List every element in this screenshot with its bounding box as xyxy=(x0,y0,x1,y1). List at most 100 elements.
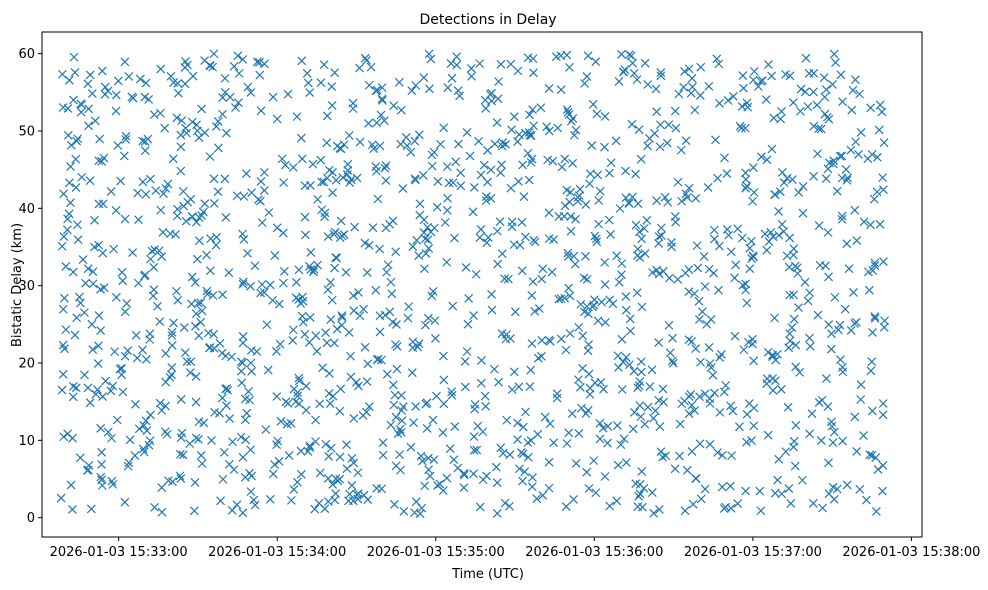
data-point xyxy=(813,310,823,320)
data-point xyxy=(76,99,86,109)
data-point xyxy=(803,296,813,306)
data-point xyxy=(176,433,186,443)
data-point xyxy=(767,71,777,81)
data-point xyxy=(347,453,357,463)
data-point xyxy=(770,376,780,386)
data-point xyxy=(246,445,255,455)
data-point xyxy=(233,51,243,61)
data-point xyxy=(677,399,687,409)
data-point xyxy=(667,356,677,366)
data-point xyxy=(614,363,623,372)
data-point xyxy=(123,461,133,471)
x-axis: 2026-01-03 15:33:00 2026-01-03 15:34:00 20… xyxy=(50,537,980,560)
data-point xyxy=(595,434,605,444)
data-point xyxy=(328,479,338,489)
data-point xyxy=(196,450,206,460)
data-point xyxy=(376,355,386,365)
data-point xyxy=(529,68,538,78)
data-point xyxy=(513,435,522,444)
data-point xyxy=(690,406,699,415)
data-point xyxy=(528,473,537,482)
data-point xyxy=(719,504,729,514)
data-point xyxy=(571,458,581,468)
data-point xyxy=(247,366,257,376)
data-point xyxy=(497,160,507,170)
data-point xyxy=(600,280,610,289)
data-point xyxy=(523,148,533,158)
data-point xyxy=(639,223,649,233)
data-point xyxy=(798,208,808,218)
data-point xyxy=(197,306,207,316)
data-point xyxy=(418,456,427,466)
data-point xyxy=(715,407,725,417)
data-point xyxy=(71,183,81,193)
data-point xyxy=(210,407,220,417)
data-point xyxy=(784,484,794,493)
data-point xyxy=(675,419,685,429)
data-point xyxy=(418,170,428,180)
data-point xyxy=(867,357,877,367)
data-point xyxy=(140,146,150,156)
data-point xyxy=(777,168,787,177)
data-point xyxy=(856,380,866,390)
data-point xyxy=(574,322,584,332)
data-point xyxy=(85,176,95,186)
data-point xyxy=(777,107,786,116)
data-point xyxy=(272,223,282,233)
data-point xyxy=(411,402,421,411)
data-point xyxy=(373,354,383,364)
data-point xyxy=(475,233,485,243)
data-point xyxy=(233,98,243,108)
data-point xyxy=(596,377,606,387)
data-point xyxy=(149,285,159,295)
data-point xyxy=(300,212,310,222)
data-point xyxy=(344,496,353,506)
data-point xyxy=(57,69,67,79)
data-point xyxy=(124,72,134,81)
data-point xyxy=(684,409,694,419)
data-point xyxy=(207,435,216,445)
data-point xyxy=(565,329,575,338)
data-point xyxy=(797,475,807,485)
data-point xyxy=(167,331,177,340)
data-point xyxy=(475,59,485,69)
data-point xyxy=(851,137,861,147)
data-point xyxy=(784,343,794,353)
data-point xyxy=(476,378,486,388)
data-point xyxy=(594,196,604,205)
data-point xyxy=(794,303,803,312)
data-point xyxy=(93,359,103,369)
data-point xyxy=(695,90,705,100)
data-point xyxy=(770,190,779,199)
data-point xyxy=(733,224,743,234)
data-point xyxy=(419,264,429,274)
data-point xyxy=(79,308,89,318)
data-point xyxy=(341,267,351,277)
data-point xyxy=(787,323,797,332)
data-point xyxy=(549,235,559,245)
data-point xyxy=(327,295,337,305)
data-point xyxy=(649,413,658,423)
data-point xyxy=(745,243,755,253)
data-point xyxy=(111,106,121,116)
data-point xyxy=(350,222,360,232)
data-point xyxy=(879,185,888,195)
data-point xyxy=(676,145,686,155)
data-point xyxy=(238,452,248,462)
data-point xyxy=(755,486,765,496)
data-point xyxy=(342,464,352,474)
data-point xyxy=(879,257,888,266)
data-point xyxy=(466,64,476,73)
data-point xyxy=(738,280,748,290)
data-point xyxy=(279,266,289,276)
data-point xyxy=(645,382,655,391)
data-point xyxy=(236,432,246,442)
data-point xyxy=(821,174,831,184)
data-point xyxy=(120,57,130,67)
data-point xyxy=(169,78,178,87)
data-point xyxy=(733,499,743,508)
data-point xyxy=(704,81,714,91)
data-point xyxy=(516,448,526,457)
data-point xyxy=(459,470,469,480)
data-point xyxy=(95,134,105,144)
